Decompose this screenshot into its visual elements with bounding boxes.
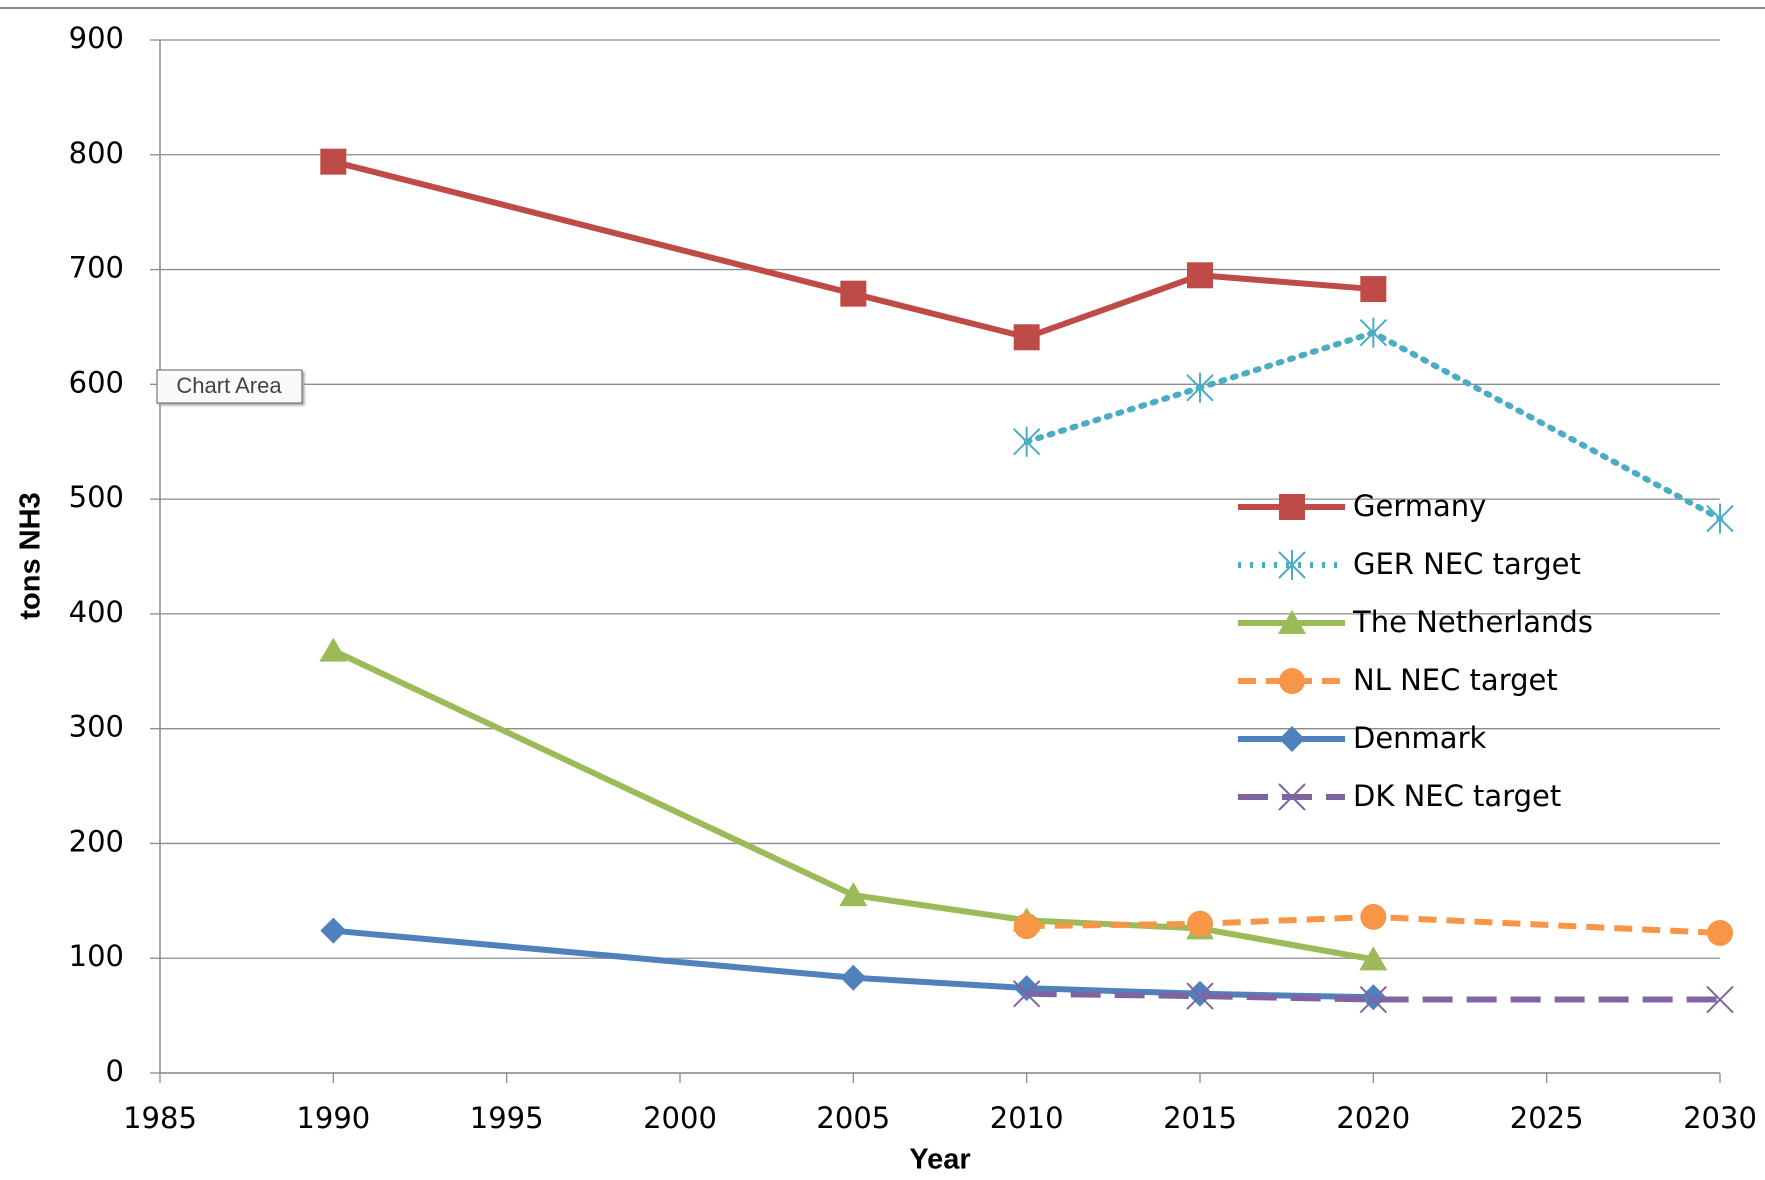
x-tick-label: 2000 (643, 1101, 717, 1135)
legend-label: NL NEC target (1353, 663, 1558, 697)
y-tick-label: 300 (69, 710, 124, 744)
marker (1706, 985, 1734, 1014)
x-axis-title: Year (909, 1144, 970, 1176)
marker (1013, 324, 1040, 351)
marker (1359, 985, 1388, 1014)
x-tick-label: 2015 (1163, 1101, 1237, 1135)
marker (319, 637, 348, 662)
legend-label: Denmark (1353, 721, 1486, 755)
marker (1278, 783, 1306, 811)
tooltip-box (156, 369, 303, 404)
series (1012, 317, 1734, 534)
marker (840, 964, 867, 991)
marker (1186, 372, 1214, 403)
y-tick-label: 900 (69, 21, 124, 55)
marker (1187, 980, 1213, 1007)
marker (1279, 668, 1305, 694)
x-tick-label: 2025 (1510, 1101, 1584, 1135)
legend-label: GER NEC target (1353, 547, 1581, 581)
y-tick-label: 0 (106, 1054, 124, 1088)
marker (1360, 903, 1387, 930)
y-tick-label: 400 (69, 595, 124, 629)
marker (1360, 276, 1387, 303)
legend-label: Germany (1353, 489, 1486, 523)
legend-label: The Netherlands (1352, 605, 1593, 639)
y-tick-label: 100 (69, 939, 124, 973)
y-tick-label: 800 (69, 136, 124, 170)
series (320, 148, 1387, 351)
marker (840, 280, 867, 307)
marker (1187, 910, 1213, 937)
marker (1278, 550, 1306, 580)
marker (1279, 494, 1305, 520)
x-tick-label: 2030 (1683, 1101, 1757, 1135)
series-line (1026, 913, 1721, 936)
tooltip: Chart Area (156, 369, 303, 404)
marker (1013, 913, 1040, 940)
marker (1359, 317, 1388, 348)
marker (320, 148, 347, 175)
x-tick-label: 1995 (470, 1101, 544, 1135)
series (1012, 980, 1734, 1014)
marker (1186, 982, 1214, 1010)
y-tick-label: 700 (69, 251, 124, 285)
x-tick-label: 1985 (123, 1101, 197, 1135)
x-tick-label: 2010 (990, 1101, 1064, 1135)
x-tick-label: 2005 (816, 1101, 890, 1135)
marker (1706, 503, 1734, 534)
marker (1278, 610, 1306, 634)
marker (1359, 946, 1388, 971)
marker (1707, 919, 1733, 946)
x-tick-label: 2020 (1336, 1101, 1410, 1135)
y-tick-label: 500 (69, 480, 124, 514)
marker (1012, 426, 1041, 457)
marker (320, 917, 347, 944)
marker (1360, 984, 1387, 1011)
y-tick-label: 200 (69, 824, 124, 858)
y-axis-title: tons NH3 (15, 492, 47, 619)
marker (1279, 726, 1305, 752)
series (1013, 903, 1733, 946)
y-tick-label: 600 (69, 365, 124, 399)
marker (839, 882, 868, 907)
marker (1187, 262, 1213, 289)
tooltip-text: Chart Area (176, 373, 282, 398)
x-tick-label: 1990 (296, 1101, 370, 1135)
legend-label: DK NEC target (1353, 779, 1561, 813)
marker (1012, 980, 1041, 1008)
